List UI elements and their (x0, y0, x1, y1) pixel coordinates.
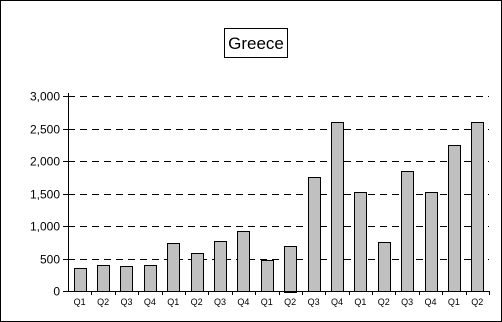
chart-title: Greece (228, 34, 284, 53)
bar (471, 122, 484, 292)
x-tick-label: Q3 (308, 297, 320, 307)
x-tick-label: Q2 (97, 297, 109, 307)
x-tick-label: Q1 (448, 297, 460, 307)
bar (401, 171, 414, 292)
x-tick-label: Q1 (354, 297, 366, 307)
x-tick-label: Q1 (74, 297, 86, 307)
bar (191, 253, 204, 292)
x-tick-label: Q4 (425, 297, 437, 307)
x-tick-label: Q4 (144, 297, 156, 307)
x-tick-label: Q2 (284, 297, 296, 307)
y-tick-label: 2,000 (30, 155, 60, 169)
bar (167, 243, 180, 292)
bar (331, 122, 344, 292)
bar (308, 177, 321, 292)
bar (97, 265, 110, 292)
x-tick-label: Q3 (401, 297, 413, 307)
bar (120, 266, 133, 292)
gridlines (68, 96, 489, 260)
y-axis-ticks: 0 500 1,000 1,500 2,000 2,500 3,000 (30, 90, 68, 299)
x-tick-label: Q2 (471, 297, 483, 307)
y-tick-label: 1,500 (30, 188, 60, 202)
y-tick-label: 2,500 (30, 123, 60, 137)
y-tick-label: 500 (40, 253, 60, 267)
axes (68, 93, 490, 295)
x-axis-labels: Q1 Q2 Q3 Q4 Q1 Q2 Q3 Q4 Q1 Q2 Q3 Q4 Q1 Q2 Q3 Q4 Q1 Q2 (74, 297, 484, 307)
bar (237, 231, 250, 292)
x-tick-label: Q2 (378, 297, 390, 307)
x-tick-label: Q3 (120, 297, 132, 307)
bar (425, 192, 438, 292)
bar (74, 268, 87, 292)
bar (378, 242, 391, 292)
bar (144, 265, 157, 292)
y-tick-label: 3,000 (30, 90, 60, 104)
x-tick-label: Q3 (214, 297, 226, 307)
y-tick-label: 0 (53, 285, 60, 299)
bar (284, 246, 297, 293)
bars (74, 122, 484, 293)
x-tick-label: Q4 (237, 297, 249, 307)
bar (354, 192, 367, 292)
x-tick-label: Q1 (167, 297, 179, 307)
y-tick-label: 1,000 (30, 220, 60, 234)
bar (261, 260, 274, 292)
bar (448, 145, 461, 292)
x-tick-label: Q2 (191, 297, 203, 307)
chart-title-box (224, 28, 288, 58)
bar (214, 241, 227, 292)
x-tick-label: Q1 (261, 297, 273, 307)
x-tick-label: Q4 (331, 297, 343, 307)
